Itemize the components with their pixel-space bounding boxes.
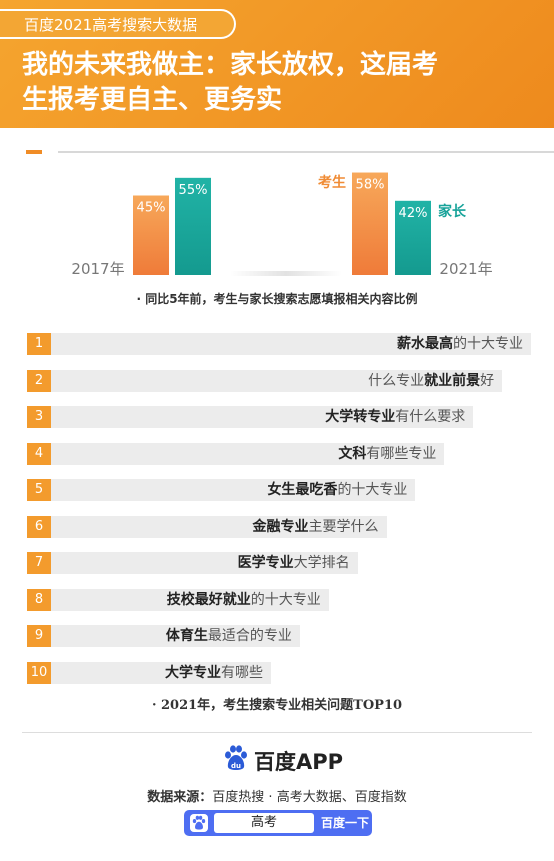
page-title: 我的未来我做主：家长放权，这届考 生报考更自主、更务实 [22,48,522,118]
rank-badge: 9 [27,625,51,647]
divider-accent [26,150,42,154]
data-label-考生-2017年: 45% [137,201,166,216]
data-source: 数据来源：百度热搜 · 高考大数据、百度指数 [0,786,554,805]
list-item: 1 薪水最高的十大专业 [0,333,554,355]
rank-badge: 5 [27,479,51,501]
data-label-考生-2021年: 58% [356,178,385,193]
rank-bar: 金融专业主要学什么 [51,515,387,538]
footer-divider [22,732,532,733]
rank-badge: 7 [27,552,51,574]
data-source-label: 数据来源： [147,790,213,805]
rank-bar: 技校最好就业的十大专业 [51,588,329,611]
legend-label-parent: 家长 [438,203,467,220]
chart-caption: · 同比5年前，考生与家长搜索志愿填报相关内容比例 [136,292,418,306]
list-item: 3 大学转专业有什么要求 [0,406,554,428]
rank-bar: 医学专业大学排名 [51,552,358,574]
rank-badge: 4 [27,442,51,465]
bar-考生-2021年 [352,172,388,275]
svg-text:du: du [231,762,241,770]
source-tag-text: 百度2021高考搜索大数据 [24,16,198,34]
question-text: 金融专业主要学什么 [252,518,379,535]
search-button[interactable]: 百度一下 [320,816,369,830]
rank-badge: 10 [27,661,51,684]
question-text: 什么专业就业前景好 [368,372,495,389]
list-caption: · 2021年，考生搜索专业相关问题TOP10 [151,698,403,713]
rank-bar: 体育生最适合的专业 [51,625,300,647]
question-text: 体育生最适合的专业 [165,628,292,644]
question-text: 女生最吃香的十大专业 [267,482,408,498]
bar-家长-2017年 [175,177,211,275]
list-item: 6 金融专业主要学什么 [0,515,554,538]
bar-家长-2021年 [395,200,431,275]
category-label-2017年: 2017年 [71,260,124,278]
list-item: 4 文科有哪些专业 [0,442,554,465]
data-label-家长-2017年: 55% [179,183,208,198]
rank-bar: 大学专业有哪些 [51,661,271,684]
rank-bar: 大学转专业有什么要求 [51,406,474,428]
chart-baseline-shadow [230,271,342,276]
search-input[interactable]: 高考 [214,813,314,833]
rank-badge: 2 [27,369,51,392]
rank-badge: 3 [27,406,51,428]
baidu-paw-icon: du [225,745,247,770]
list-item: 10 大学专业有哪些 [0,661,554,684]
list-item: 9 体育生最适合的专业 [0,625,554,647]
rank-bar: 什么专业就业前景好 [51,369,503,392]
search-box[interactable]: 高考 百度一下 [184,810,372,836]
rank-badge: 6 [27,515,51,538]
bar-考生-2017年 [133,195,169,275]
question-text: 薪水最高的十大专业 [397,336,523,352]
search-paw-icon [190,814,208,832]
question-text: 文科有哪些专业 [338,445,437,462]
question-text: 大学专业有哪些 [165,664,263,681]
question-text: 医学专业大学排名 [237,555,350,571]
logo-text: 百度APP [254,750,344,774]
question-text: 技校最好就业的十大专业 [166,591,321,608]
data-source-text: 百度热搜 · 高考大数据、百度指数 [212,790,407,805]
page-title-line2: 生报考更自主、更务实 [22,85,283,115]
legend-label-student: 考生 [318,174,346,191]
source-tag: 百度2021高考搜索大数据 [0,9,236,39]
rank-badge: 1 [27,333,51,355]
rank-bar: 女生最吃香的十大专业 [51,479,416,501]
list-item: 2 什么专业就业前景好 [0,369,554,392]
data-label-家长-2021年: 42% [399,206,428,221]
rank-bar: 薪水最高的十大专业 [51,333,531,355]
category-label-2021年: 2021年 [439,260,492,278]
rank-badge: 8 [27,588,51,611]
list-item: 5 女生最吃香的十大专业 [0,479,554,501]
question-text: 大学转专业有什么要求 [325,409,466,425]
divider-line [58,151,554,153]
list-item: 8 技校最好就业的十大专业 [0,588,554,611]
header-banner: 百度2021高考搜索大数据 我的未来我做主：家长放权，这届考 生报考更自主、更务… [0,0,554,128]
rank-bar: 文科有哪些专业 [51,442,445,465]
list-item: 7 医学专业大学排名 [0,552,554,574]
page-title-line1: 我的未来我做主：家长放权，这届考 [22,50,439,80]
